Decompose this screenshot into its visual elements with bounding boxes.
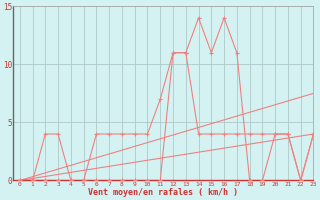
X-axis label: Vent moyen/en rafales ( km/h ): Vent moyen/en rafales ( km/h ): [88, 188, 238, 197]
